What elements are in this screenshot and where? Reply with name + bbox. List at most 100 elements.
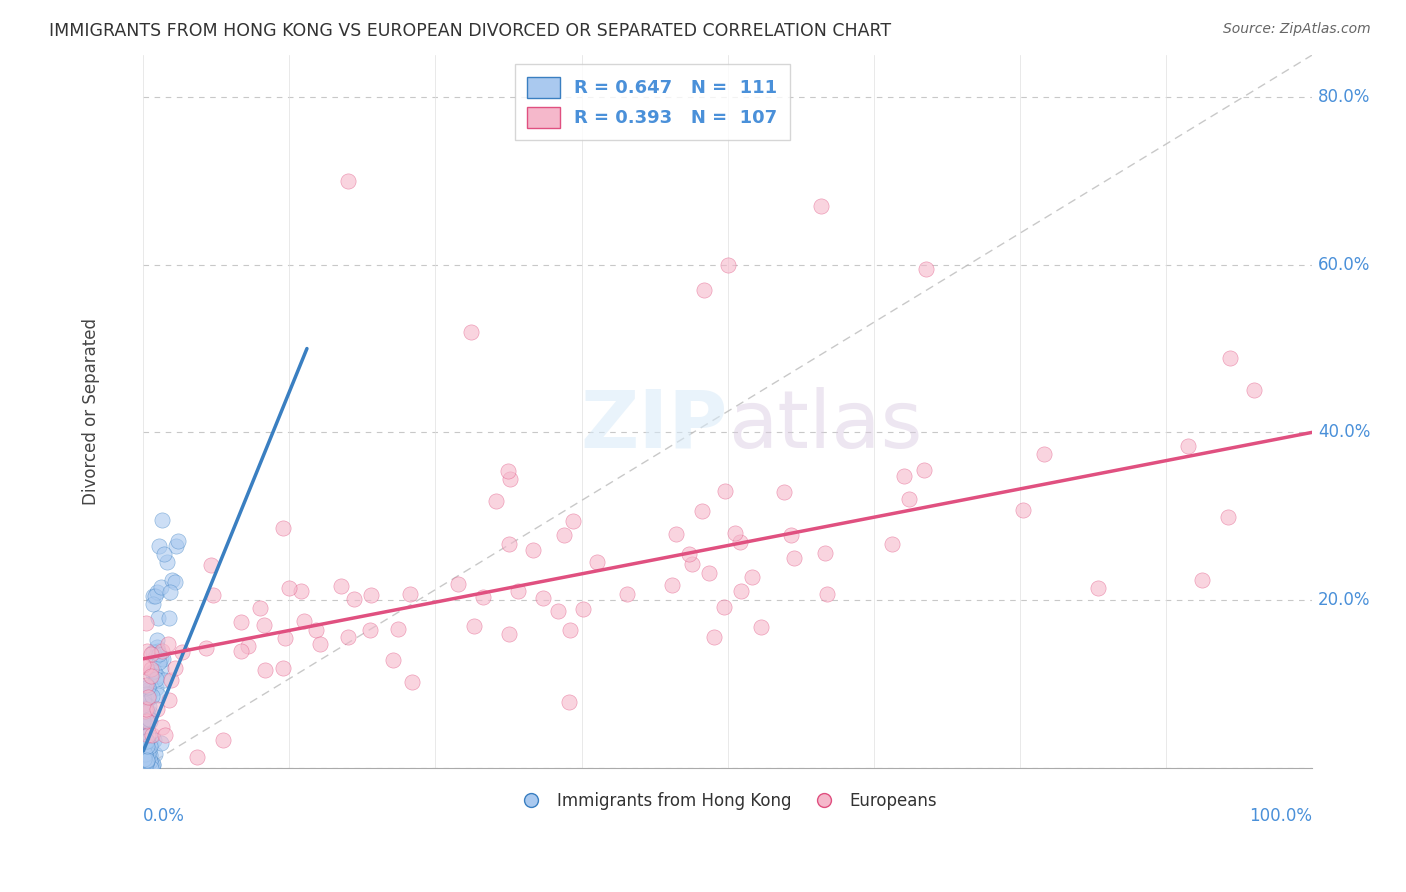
Point: [149, 581, 172, 595]
Point: [730, 534, 752, 549]
Point: [531, 591, 554, 606]
Point: [783, 551, 806, 566]
Text: 100.0%: 100.0%: [1249, 807, 1312, 825]
Point: [135, 757, 157, 772]
Point: [138, 698, 160, 713]
Point: [148, 655, 170, 669]
Point: [142, 757, 165, 772]
Point: [1087, 582, 1109, 596]
Point: [150, 721, 173, 735]
Point: [139, 706, 162, 720]
Point: [135, 756, 157, 771]
Point: [146, 584, 169, 599]
Point: [134, 747, 156, 762]
Point: [814, 546, 837, 560]
Point: [553, 528, 575, 542]
Point: [1032, 447, 1054, 461]
Point: [135, 659, 157, 673]
Point: [278, 581, 301, 595]
Point: [148, 539, 170, 553]
Point: [138, 680, 160, 694]
Point: [142, 758, 165, 772]
Point: [1219, 351, 1241, 365]
Point: [132, 744, 155, 758]
Point: [132, 756, 155, 771]
Point: [148, 689, 170, 703]
Point: [138, 681, 160, 696]
Point: [330, 579, 353, 593]
Point: [309, 637, 332, 651]
Point: [143, 665, 166, 679]
Point: [132, 732, 155, 747]
Point: [138, 687, 160, 701]
Point: [138, 683, 160, 698]
Point: [134, 702, 156, 716]
Point: [1191, 573, 1213, 587]
Text: Source: ZipAtlas.com: Source: ZipAtlas.com: [1223, 22, 1371, 37]
Point: [134, 723, 156, 737]
Text: 60.0%: 60.0%: [1317, 256, 1371, 274]
Point: [485, 494, 508, 508]
Point: [143, 747, 166, 761]
Point: [141, 665, 163, 680]
Point: [780, 528, 803, 542]
Point: [138, 690, 160, 705]
Point: [560, 624, 582, 638]
Point: [134, 712, 156, 726]
Point: [132, 657, 155, 672]
Point: [678, 547, 700, 561]
Legend: Immigrants from Hong Kong, Europeans: Immigrants from Hong Kong, Europeans: [512, 785, 943, 816]
Point: [132, 728, 155, 742]
Point: [136, 709, 159, 723]
Point: [359, 623, 381, 637]
Point: [138, 712, 160, 726]
Point: [139, 757, 162, 772]
Point: [141, 737, 163, 751]
Text: atlas: atlas: [728, 386, 922, 465]
Point: [810, 199, 832, 213]
Point: [142, 664, 165, 678]
Point: [460, 325, 482, 339]
Point: [132, 758, 155, 772]
Point: [714, 483, 737, 498]
Point: [304, 623, 326, 637]
Point: [134, 702, 156, 716]
Point: [149, 651, 172, 665]
Point: [132, 726, 155, 740]
Point: [165, 661, 187, 675]
Point: [135, 678, 157, 692]
Point: [136, 747, 159, 762]
Point: [186, 749, 208, 764]
Point: [146, 669, 169, 683]
Point: [773, 485, 796, 500]
Point: [724, 526, 747, 541]
Point: [661, 578, 683, 592]
Point: [132, 752, 155, 766]
Point: [138, 744, 160, 758]
Point: [139, 669, 162, 683]
Point: [142, 732, 165, 747]
Point: [138, 688, 160, 702]
Point: [141, 662, 163, 676]
Point: [472, 590, 495, 604]
Point: [134, 755, 156, 769]
Point: [163, 575, 186, 590]
Point: [271, 521, 294, 535]
Point: [717, 258, 740, 272]
Point: [170, 645, 193, 659]
Point: [135, 723, 157, 738]
Point: [290, 583, 312, 598]
Point: [143, 650, 166, 665]
Point: [749, 620, 772, 634]
Point: [1216, 510, 1239, 524]
Point: [145, 633, 167, 648]
Point: [132, 760, 155, 774]
Point: [713, 600, 735, 615]
Point: [136, 753, 159, 767]
Point: [135, 706, 157, 720]
Point: [915, 261, 938, 276]
Point: [522, 543, 544, 558]
Point: [165, 539, 187, 553]
Point: [135, 734, 157, 748]
Point: [134, 739, 156, 753]
